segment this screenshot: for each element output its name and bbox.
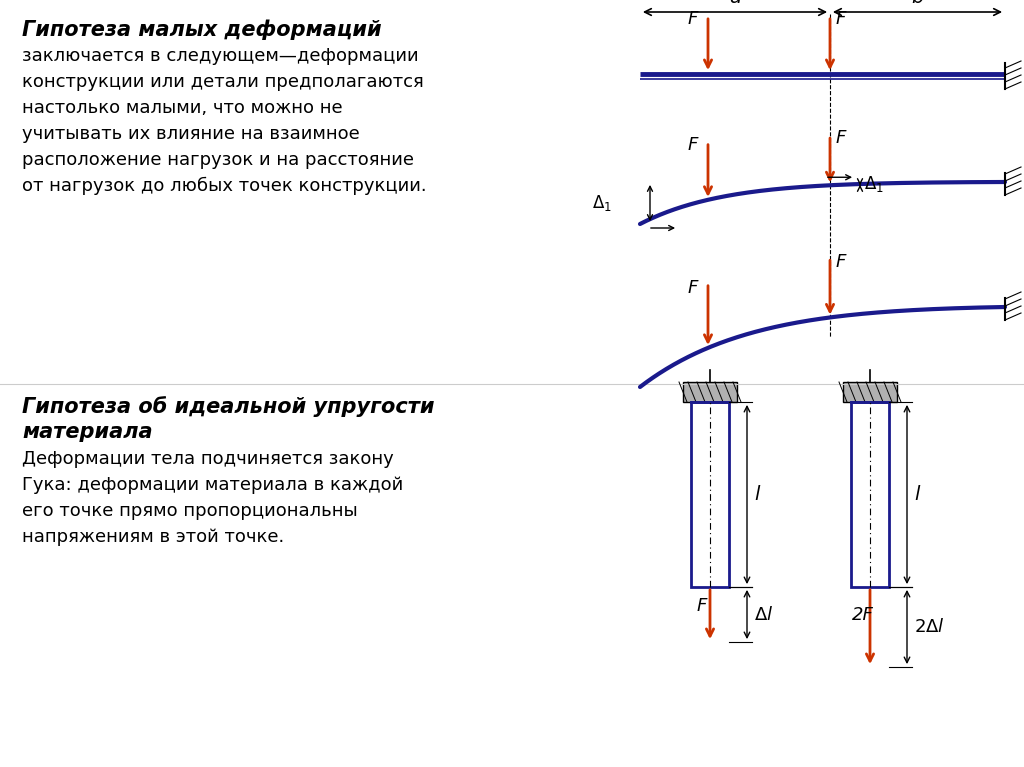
Text: настолько малыми, что можно не: настолько малыми, что можно не <box>22 99 343 117</box>
Bar <box>683 382 737 402</box>
Text: l: l <box>754 485 760 504</box>
Text: F: F <box>688 10 698 28</box>
Bar <box>843 382 897 402</box>
Text: заключается в следующем—деформации: заключается в следующем—деформации <box>22 47 419 65</box>
Text: F: F <box>688 136 698 154</box>
Text: конструкции или детали предполагаются: конструкции или детали предполагаются <box>22 73 424 91</box>
Text: $\Delta_1$: $\Delta_1$ <box>864 173 884 193</box>
Text: 2F: 2F <box>852 606 873 624</box>
Text: $\Delta l$: $\Delta l$ <box>754 605 773 624</box>
Text: от нагрузок до любых точек конструкции.: от нагрузок до любых точек конструкции. <box>22 177 427 196</box>
Text: Гипотеза малых деформаций: Гипотеза малых деформаций <box>22 19 382 39</box>
Text: F: F <box>836 130 847 147</box>
Text: учитывать их влияние на взаимное: учитывать их влияние на взаимное <box>22 125 359 143</box>
Text: напряжениям в этой точке.: напряжениям в этой точке. <box>22 528 285 546</box>
Text: F: F <box>836 253 847 272</box>
Text: a: a <box>729 0 741 7</box>
Text: b: b <box>911 0 924 7</box>
Text: Деформации тела подчиняется закону: Деформации тела подчиняется закону <box>22 450 394 468</box>
Text: $2\Delta l$: $2\Delta l$ <box>914 618 945 636</box>
Text: F: F <box>836 10 847 28</box>
Text: Гука: деформации материала в каждой: Гука: деформации материала в каждой <box>22 476 403 494</box>
Text: l: l <box>914 485 920 504</box>
Text: $\Delta_1$: $\Delta_1$ <box>592 193 612 213</box>
Text: F: F <box>697 597 708 615</box>
Text: расположение нагрузок и на расстояние: расположение нагрузок и на расстояние <box>22 151 414 169</box>
Text: материала: материала <box>22 422 153 442</box>
Text: Гипотеза об идеальной упругости: Гипотеза об идеальной упругости <box>22 396 434 417</box>
Bar <box>691 402 729 587</box>
Text: F: F <box>688 279 698 297</box>
Text: его точке прямо пропорциональны: его точке прямо пропорциональны <box>22 502 357 520</box>
Bar <box>851 402 889 587</box>
